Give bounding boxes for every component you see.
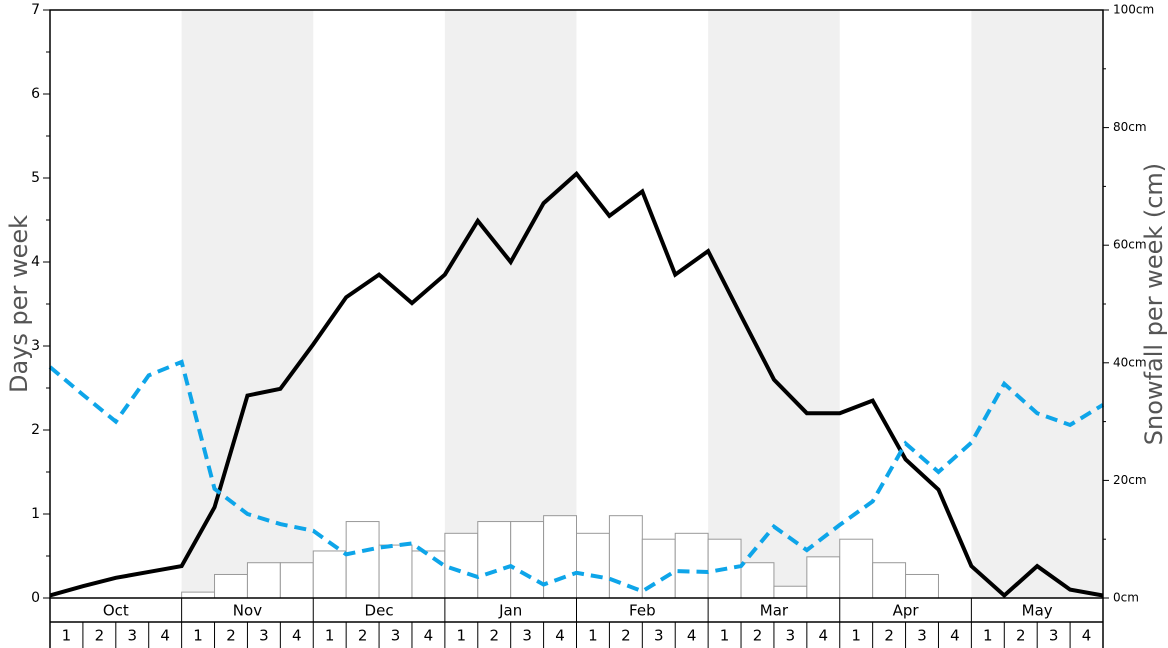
snowfall-bar [608,515,643,599]
week-label: 2 [1016,627,1026,645]
week-label: 1 [193,627,203,645]
week-label: 4 [950,627,960,645]
week-label: 4 [424,627,434,645]
week-label: 3 [127,627,137,645]
month-label: Feb [629,602,656,620]
snowfall-bar [345,521,380,599]
month-label: Jan [498,602,522,620]
shade-band-jan [444,10,577,598]
right-tick-label: 0cm [1113,591,1139,605]
right-tick-label: 60cm [1113,238,1147,252]
week-label: 1 [851,627,861,645]
week-label: 2 [884,627,894,645]
snowfall-bar [312,550,347,599]
dashed-series-line [48,359,1105,594]
week-label: 2 [753,627,763,645]
shade-band-mar [708,10,840,598]
week-label: 3 [1049,627,1059,645]
solid-series-line [49,170,1104,599]
week-label: 3 [654,627,664,645]
month-label: May [1022,602,1053,620]
right-axis: 0cm 20cm 40cm 60cm 80cm 100cm [1103,3,1154,605]
shade-band-nov [181,10,314,598]
week-label: 3 [391,627,401,645]
week-label: 1 [983,627,993,645]
month-label: Nov [233,602,262,620]
snowfall-bar [411,550,446,599]
week-label: 4 [555,627,565,645]
left-tick-label: 3 [31,338,40,354]
snowfall-bar [214,573,248,599]
week-label: 3 [259,627,269,645]
week-label: 3 [522,627,532,645]
week-label: 3 [786,627,796,645]
week-label: 1 [588,627,598,645]
right-tick-label: 100cm [1113,3,1154,17]
week-label: 1 [720,627,730,645]
week-label: 2 [358,627,368,645]
week-label: 2 [621,627,631,645]
series-lines [48,170,1105,599]
left-tick-label: 1 [31,506,40,522]
snowfall-bar [576,532,610,599]
snowfall-bar [872,562,907,599]
month-label: Apr [893,602,920,620]
left-tick-label: 6 [31,86,40,102]
week-label: 4 [687,627,697,645]
week-label: 4 [1082,627,1092,645]
week-label: 2 [489,627,499,645]
right-tick-label: 20cm [1113,473,1147,487]
right-tick-label: 40cm [1113,355,1147,369]
snowfall-bar [477,521,512,599]
week-label: 2 [226,627,236,645]
snowfall-bar [839,538,874,599]
snowfall-bar [510,521,545,599]
left-tick-label: 2 [31,422,40,438]
week-label: 4 [160,627,170,645]
snowfall-bar [378,544,413,599]
week-label: 3 [917,627,927,645]
month-shading-bands [181,10,1103,598]
snowfall-bar [773,585,808,599]
month-label: Dec [365,602,394,620]
month-axis: Oct Nov Dec Jan Feb Mar Apr May 1 2 3 4 1 2 3 4 1 2 3 4 1 2 3 4… [49,598,1104,648]
snowfall-bars [181,515,939,599]
week-label: 1 [457,627,467,645]
right-axis-title: Snowfall per week (cm) [1140,163,1168,445]
left-axis: 0 1 2 3 4 5 6 7 [31,2,50,606]
shade-band-may [971,10,1103,598]
right-tick-label: 80cm [1113,120,1147,134]
week-label: 4 [292,627,302,645]
snowfall-bar [279,562,314,599]
week-label: 4 [819,627,829,645]
left-tick-label: 7 [31,2,40,18]
snowfall-bar [246,562,281,599]
week-label: 2 [95,627,105,645]
snowfall-bar [543,515,577,599]
left-tick-label: 5 [31,170,40,186]
week-label: 1 [62,627,72,645]
snowfall-bar [444,532,479,599]
left-tick-label: 4 [31,254,40,270]
month-label: Mar [760,602,789,620]
left-tick-label: 0 [31,590,40,606]
snowfall-bar [740,562,775,599]
left-axis-title: Days per week [5,215,33,393]
snowfall-bar [806,556,841,599]
month-label: Oct [103,602,129,620]
week-label: 1 [325,627,335,645]
snowfall-bar [674,532,709,599]
snowfall-bar [905,573,939,599]
snowfall-bar [181,591,216,599]
